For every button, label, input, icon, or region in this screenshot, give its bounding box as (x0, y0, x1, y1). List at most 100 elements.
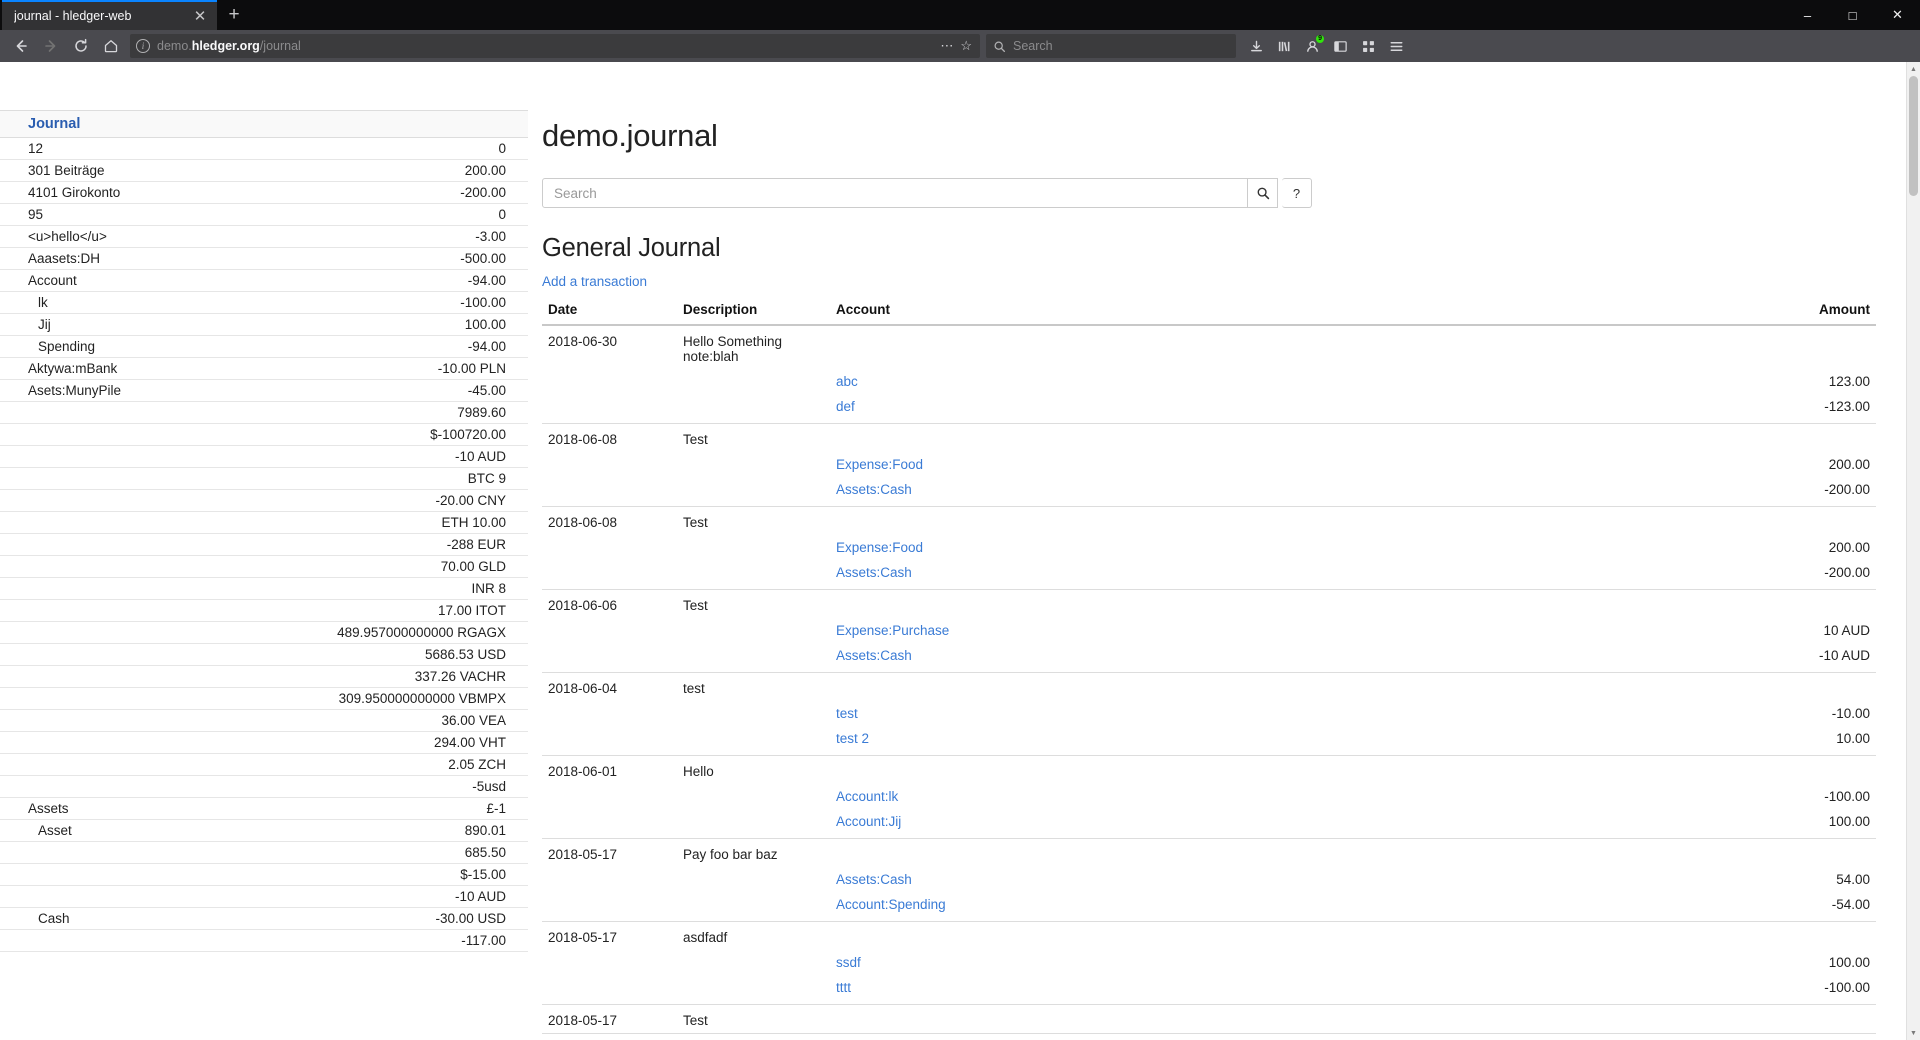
account-name[interactable]: Assets (0, 797, 208, 820)
account-name[interactable]: lk (0, 291, 208, 314)
account-row[interactable]: BTC 9 (0, 467, 528, 490)
account-row[interactable]: 5686.53 USD (0, 643, 528, 666)
account-row[interactable]: 301 Beiträge 200.00 (0, 159, 528, 182)
account-row[interactable]: -117.00 (0, 929, 528, 952)
posting-account-link[interactable]: Expense:Food (836, 540, 924, 555)
posting-account-link[interactable]: Account:Spending (836, 897, 946, 912)
account-row[interactable]: Aktywa:mBank -10.00 PLN (0, 357, 528, 380)
account-row[interactable]: 17.00 ITOT (0, 599, 528, 622)
account-row[interactable]: $-15.00 (0, 863, 528, 886)
posting-row[interactable]: Assets:Cash -10 AUD (542, 643, 1876, 672)
account-row[interactable]: -10 AUD (0, 445, 528, 468)
transaction-row[interactable]: 2018-05-17 Pay foo bar baz (542, 839, 1876, 868)
back-arrow-icon[interactable] (6, 32, 36, 60)
window-close-button[interactable]: ✕ (1892, 7, 1903, 22)
posting-row[interactable]: Expense:Food 200.00 (542, 535, 1876, 560)
scroll-down-arrow-icon[interactable]: ▼ (1910, 1029, 1917, 1037)
account-row[interactable]: ETH 10.00 (0, 511, 528, 534)
account-name[interactable]: 95 (0, 203, 208, 226)
library-icon[interactable] (1270, 32, 1298, 60)
posting-account-link[interactable]: Account:lk (836, 789, 899, 804)
transaction-row[interactable]: 2018-05-17 Test (542, 1005, 1876, 1034)
account-row[interactable]: Cash -30.00 USD (0, 907, 528, 930)
posting-account-link[interactable]: test (836, 706, 858, 721)
transaction-row[interactable]: 2018-06-08 Test (542, 424, 1876, 453)
account-row[interactable]: 95 0 (0, 203, 528, 226)
posting-account-link[interactable]: Account:Jij (836, 814, 902, 829)
bookmark-star-icon[interactable]: ☆ (960, 38, 972, 53)
page-scrollbar[interactable]: ▲ ▼ (1906, 62, 1920, 1040)
transaction-row[interactable]: 2018-06-08 Test (542, 507, 1876, 536)
account-name[interactable]: Cash (0, 907, 208, 930)
account-row[interactable]: lk -100.00 (0, 291, 528, 314)
transaction-row[interactable]: 2018-05-17 asdfadf (542, 922, 1876, 951)
account-name[interactable]: 4101 Girokonto (0, 181, 208, 204)
account-name[interactable]: Account (0, 269, 208, 292)
account-row[interactable]: -5usd (0, 775, 528, 798)
home-icon[interactable] (96, 32, 126, 60)
account-row[interactable]: 7989.60 (0, 401, 528, 424)
account-name[interactable]: Spending (0, 335, 208, 358)
posting-account-link[interactable]: abc (836, 374, 858, 389)
account-row[interactable]: 309.950000000000 VBMPX (0, 687, 528, 710)
scrollbar-thumb[interactable] (1909, 76, 1918, 196)
posting-row[interactable]: Expense:Food 200.00 (542, 452, 1876, 477)
posting-row[interactable]: Assets:Cash 54.00 (542, 867, 1876, 892)
posting-account-link[interactable]: Expense:Food (836, 457, 924, 472)
account-row[interactable]: 489.957000000000 RGAGX (0, 621, 528, 644)
account-row[interactable]: 685.50 (0, 841, 528, 864)
info-icon[interactable]: i (136, 39, 150, 53)
account-name[interactable]: 301 Beiträge (0, 159, 208, 182)
account-name[interactable]: Aaasets:DH (0, 247, 208, 270)
posting-row[interactable]: ssdf 100.00 (542, 950, 1876, 975)
search-input[interactable] (542, 178, 1248, 208)
page-actions-icon[interactable]: ⋯ (940, 38, 955, 53)
account-row[interactable]: 294.00 VHT (0, 731, 528, 754)
browser-search-bar[interactable]: Search (986, 34, 1236, 58)
posting-row[interactable]: def -123.00 (542, 394, 1876, 423)
account-row[interactable]: -10 AUD (0, 885, 528, 908)
account-name[interactable]: Jij (0, 313, 208, 336)
search-help-button[interactable]: ? (1282, 178, 1312, 208)
account-name[interactable]: <u>hello</u> (0, 225, 208, 248)
posting-row[interactable]: Assets:Cash -200.00 (542, 477, 1876, 506)
account-row[interactable]: INR 8 (0, 577, 528, 600)
account-row[interactable]: Spending -94.00 (0, 335, 528, 358)
addons-grid-icon[interactable] (1354, 32, 1382, 60)
scroll-up-arrow-icon[interactable]: ▲ (1910, 65, 1917, 73)
account-row[interactable]: -20.00 CNY (0, 489, 528, 512)
posting-account-link[interactable]: Assets:Cash (836, 872, 912, 887)
new-tab-button[interactable]: + (228, 4, 240, 25)
transaction-row[interactable]: 2018-06-06 Test (542, 590, 1876, 619)
browser-tab[interactable]: journal - hledger-web ✕ (2, 0, 217, 30)
account-name[interactable]: Aktywa:mBank (0, 357, 208, 380)
posting-account-link[interactable]: def (836, 399, 855, 414)
reload-icon[interactable] (66, 32, 96, 60)
download-icon[interactable] (1242, 32, 1270, 60)
window-minimize-button[interactable]: – (1803, 7, 1812, 23)
account-row[interactable]: 2.05 ZCH (0, 753, 528, 776)
posting-account-link[interactable]: ssdf (836, 955, 861, 970)
account-row[interactable]: -288 EUR (0, 533, 528, 556)
posting-row[interactable]: Account:Spending -54.00 (542, 892, 1876, 921)
account-name[interactable]: Asset (0, 819, 208, 842)
transaction-row[interactable]: 2018-06-01 Hello (542, 756, 1876, 785)
account-row[interactable]: 12 0 (0, 137, 528, 160)
search-submit-button[interactable] (1248, 178, 1278, 208)
posting-account-link[interactable]: Assets:Cash (836, 648, 912, 663)
tab-close-icon[interactable]: ✕ (193, 7, 207, 25)
account-row[interactable]: <u>hello</u> -3.00 (0, 225, 528, 248)
sidebar-icon[interactable] (1326, 32, 1354, 60)
posting-row[interactable]: tttt -100.00 (542, 975, 1876, 1004)
posting-row[interactable]: Assets:Cash -200.00 (542, 560, 1876, 589)
posting-row[interactable]: Account:lk -100.00 (542, 784, 1876, 809)
account-row[interactable]: Asset 890.01 (0, 819, 528, 842)
account-row[interactable]: Aaasets:DH -500.00 (0, 247, 528, 270)
posting-account-link[interactable]: Assets:Cash (836, 565, 912, 580)
account-name[interactable]: Asets:MunyPile (0, 379, 208, 402)
transaction-row[interactable]: 2018-06-04 test (542, 673, 1876, 702)
account-row[interactable]: 36.00 VEA (0, 709, 528, 732)
posting-account-link[interactable]: Expense:Purchase (836, 623, 950, 638)
posting-row[interactable]: test -10.00 (542, 701, 1876, 726)
hamburger-menu-icon[interactable] (1382, 32, 1410, 60)
